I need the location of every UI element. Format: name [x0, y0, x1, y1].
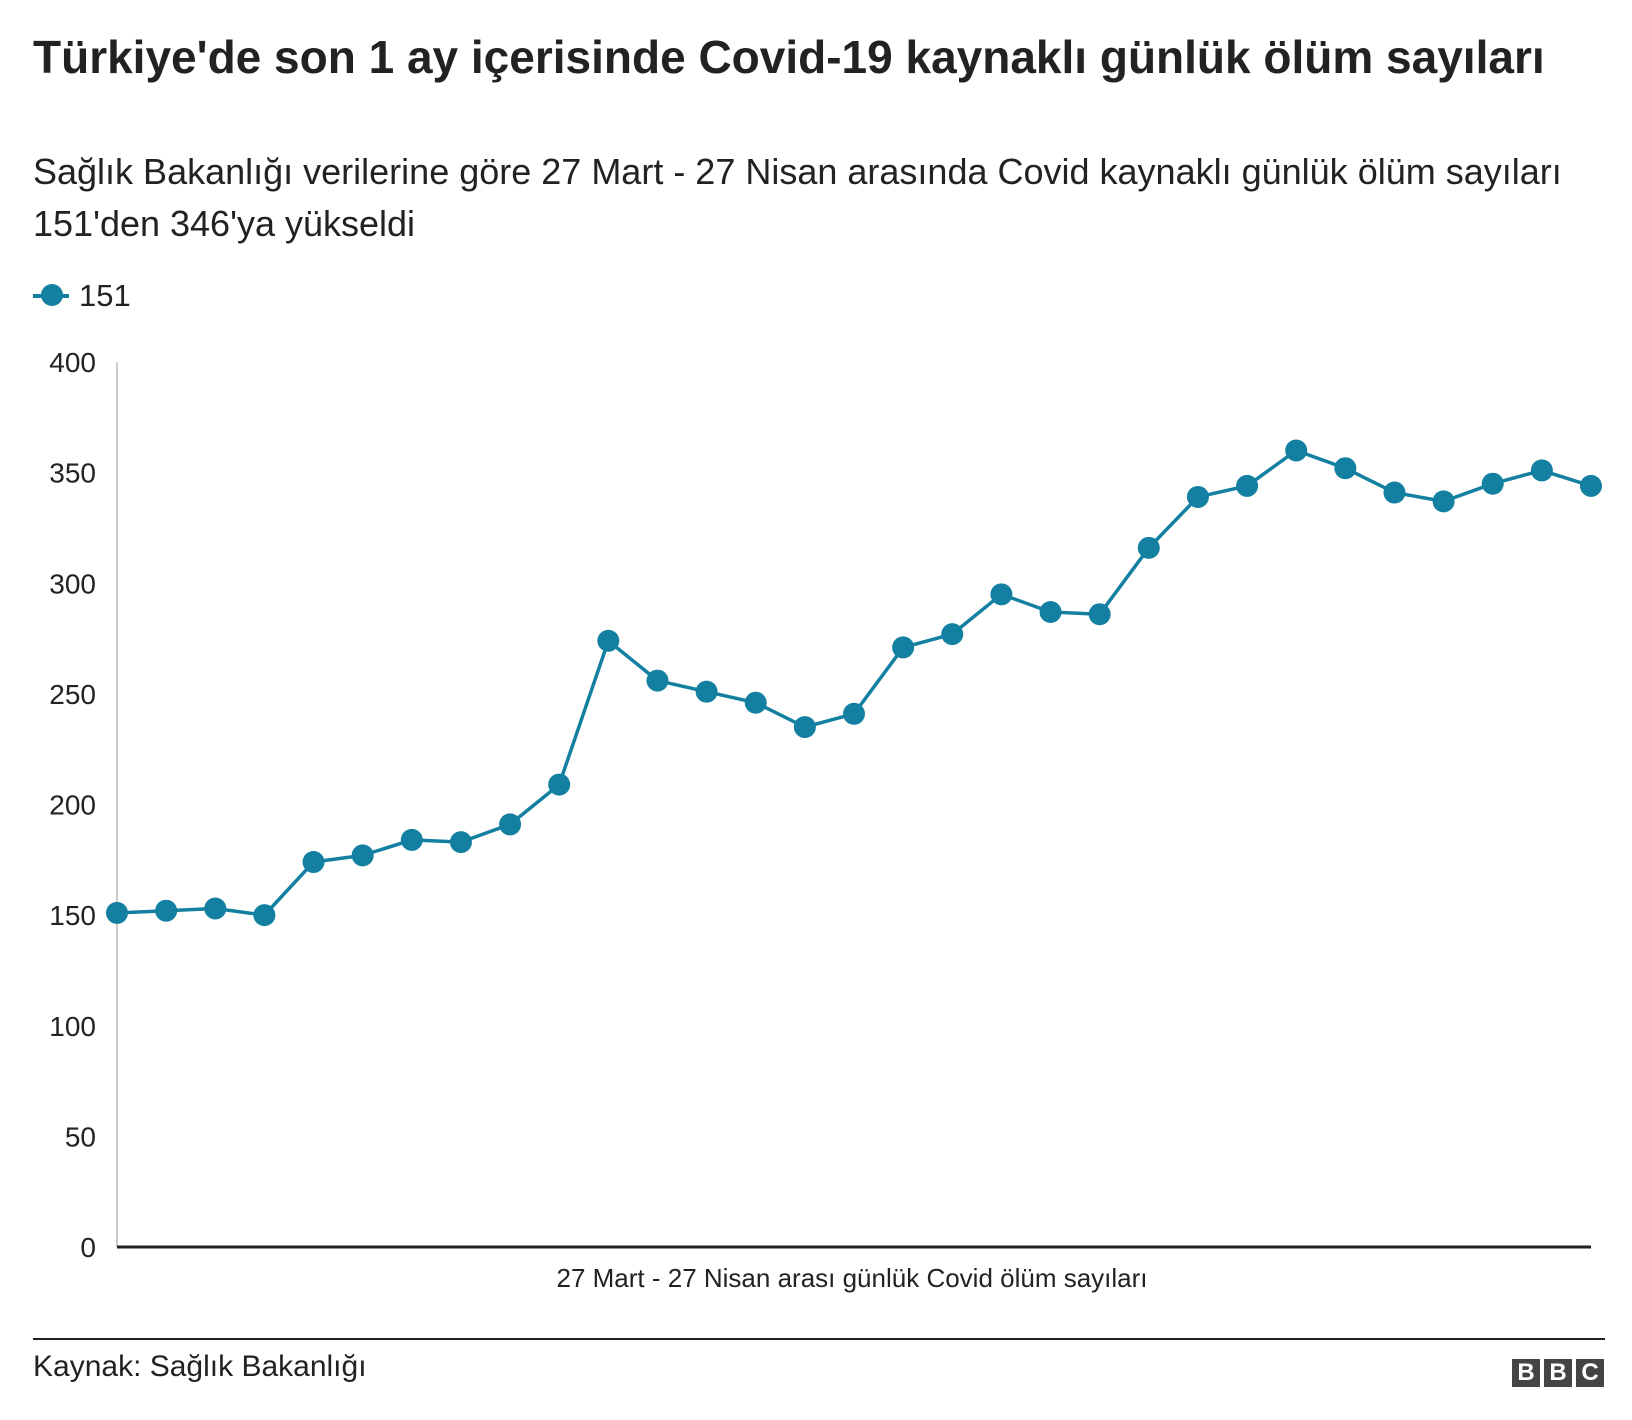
data-point — [843, 702, 865, 725]
data-point — [941, 623, 964, 646]
y-tick-label: 100 — [49, 1011, 96, 1042]
y-tick-label: 250 — [49, 679, 96, 710]
source-note: Kaynak: Sağlık Bakanlığı — [33, 1350, 367, 1383]
data-point — [548, 773, 571, 796]
legend-line-icon — [33, 284, 69, 306]
data-point — [1383, 481, 1406, 504]
y-tick-label: 200 — [49, 790, 96, 821]
bbc-logo: B B C — [1512, 1359, 1604, 1387]
data-point — [793, 716, 816, 739]
data-point — [744, 691, 767, 714]
data-point — [1236, 474, 1259, 497]
data-point — [1285, 439, 1308, 462]
data-point — [1039, 601, 1062, 624]
x-axis-label: 27 Mart - 27 Nisan arası günlük Covid öl… — [556, 1263, 1147, 1293]
data-point — [302, 851, 325, 874]
chart-title: Türkiye'de son 1 ay içerisinde Covid-19 … — [33, 31, 1545, 83]
data-point — [1088, 603, 1111, 626]
data-point — [1580, 474, 1602, 497]
logo-letter-1: B — [1512, 1359, 1540, 1387]
legend-label: 151 — [79, 278, 131, 313]
data-point — [1137, 536, 1160, 559]
y-tick-label: 300 — [49, 568, 96, 599]
legend-dot-icon — [41, 284, 63, 306]
logo-letter-3: C — [1576, 1359, 1604, 1387]
data-point — [892, 636, 915, 659]
y-tick-label: 400 — [49, 347, 96, 378]
series-line — [116, 448, 1592, 917]
data-point — [990, 583, 1013, 606]
chart-subtitle: Sağlık Bakanlığı verilerine göre 27 Mart… — [33, 151, 1562, 244]
series-layer — [106, 439, 1602, 927]
y-axis: 0 50 100 150 200 250 300 350 400 — [49, 347, 1591, 1263]
data-point — [400, 828, 423, 851]
y-tick-label: 150 — [49, 900, 96, 931]
data-point — [695, 680, 718, 703]
data-point — [449, 831, 472, 854]
data-point — [1432, 490, 1455, 513]
data-point — [1334, 457, 1357, 480]
data-point — [155, 899, 178, 922]
data-point — [106, 901, 128, 924]
y-tick-label: 0 — [80, 1232, 96, 1263]
data-point — [499, 813, 522, 836]
data-point — [1481, 472, 1504, 495]
data-point — [253, 904, 276, 927]
data-point — [204, 897, 227, 920]
data-point — [597, 629, 620, 652]
data-point — [351, 844, 374, 867]
y-tick-label: 350 — [49, 458, 96, 489]
data-point — [1186, 485, 1209, 508]
footer-divider — [33, 1338, 1605, 1340]
data-point — [1530, 459, 1553, 482]
logo-letter-2: B — [1544, 1359, 1572, 1387]
legend: 151 — [33, 276, 131, 316]
data-point — [646, 669, 669, 692]
y-tick-label: 50 — [65, 1121, 96, 1152]
